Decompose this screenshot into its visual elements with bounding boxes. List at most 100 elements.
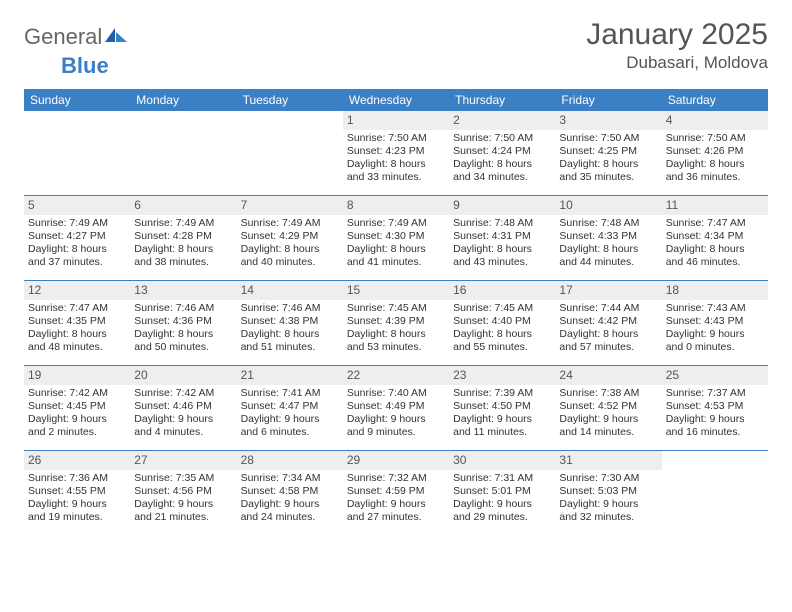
weekday-header: Tuesday — [237, 89, 343, 111]
day-number: 20 — [130, 366, 236, 385]
sunrise-text: Sunrise: 7:35 AM — [134, 472, 232, 485]
daylight-text: Daylight: 8 hours and 36 minutes. — [666, 158, 764, 184]
calendar-day-cell — [24, 111, 130, 195]
sunset-text: Sunset: 4:31 PM — [453, 230, 551, 243]
calendar-week-row: 19Sunrise: 7:42 AMSunset: 4:45 PMDayligh… — [24, 366, 768, 451]
sunrise-text: Sunrise: 7:45 AM — [347, 302, 445, 315]
sunrise-text: Sunrise: 7:43 AM — [666, 302, 764, 315]
daylight-text: Daylight: 9 hours and 6 minutes. — [241, 413, 339, 439]
daylight-text: Daylight: 8 hours and 37 minutes. — [28, 243, 126, 269]
calendar-day-cell: 15Sunrise: 7:45 AMSunset: 4:39 PMDayligh… — [343, 281, 449, 365]
sunrise-text: Sunrise: 7:32 AM — [347, 472, 445, 485]
day-number: 31 — [555, 451, 661, 470]
daylight-text: Daylight: 9 hours and 27 minutes. — [347, 498, 445, 524]
day-number: 23 — [449, 366, 555, 385]
calendar-week-row: 26Sunrise: 7:36 AMSunset: 4:55 PMDayligh… — [24, 451, 768, 535]
calendar-week-row: 5Sunrise: 7:49 AMSunset: 4:27 PMDaylight… — [24, 196, 768, 281]
day-number: 11 — [662, 196, 768, 215]
day-number: 7 — [237, 196, 343, 215]
day-number: 25 — [662, 366, 768, 385]
weekday-header: Wednesday — [343, 89, 449, 111]
brand-part2: Blue — [61, 53, 109, 78]
calendar-day-cell — [130, 111, 236, 195]
calendar-day-cell: 7Sunrise: 7:49 AMSunset: 4:29 PMDaylight… — [237, 196, 343, 280]
sunrise-text: Sunrise: 7:50 AM — [347, 132, 445, 145]
calendar-day-cell: 4Sunrise: 7:50 AMSunset: 4:26 PMDaylight… — [662, 111, 768, 195]
calendar-day-cell: 3Sunrise: 7:50 AMSunset: 4:25 PMDaylight… — [555, 111, 661, 195]
day-number: 5 — [24, 196, 130, 215]
calendar-day-cell: 1Sunrise: 7:50 AMSunset: 4:23 PMDaylight… — [343, 111, 449, 195]
sunrise-text: Sunrise: 7:46 AM — [241, 302, 339, 315]
sunrise-text: Sunrise: 7:39 AM — [453, 387, 551, 400]
sunrise-text: Sunrise: 7:49 AM — [241, 217, 339, 230]
daylight-text: Daylight: 8 hours and 33 minutes. — [347, 158, 445, 184]
daylight-text: Daylight: 9 hours and 14 minutes. — [559, 413, 657, 439]
sunset-text: Sunset: 4:24 PM — [453, 145, 551, 158]
day-number: 9 — [449, 196, 555, 215]
daylight-text: Daylight: 9 hours and 21 minutes. — [134, 498, 232, 524]
calendar-day-cell: 24Sunrise: 7:38 AMSunset: 4:52 PMDayligh… — [555, 366, 661, 450]
sunrise-text: Sunrise: 7:31 AM — [453, 472, 551, 485]
sunrise-text: Sunrise: 7:45 AM — [453, 302, 551, 315]
calendar-day-cell: 2Sunrise: 7:50 AMSunset: 4:24 PMDaylight… — [449, 111, 555, 195]
calendar-week-row: 1Sunrise: 7:50 AMSunset: 4:23 PMDaylight… — [24, 111, 768, 196]
location-subtitle: Dubasari, Moldova — [586, 53, 768, 73]
daylight-text: Daylight: 8 hours and 44 minutes. — [559, 243, 657, 269]
day-number: 30 — [449, 451, 555, 470]
sunset-text: Sunset: 4:38 PM — [241, 315, 339, 328]
sunrise-text: Sunrise: 7:44 AM — [559, 302, 657, 315]
daylight-text: Daylight: 8 hours and 38 minutes. — [134, 243, 232, 269]
day-number: 2 — [449, 111, 555, 130]
sunset-text: Sunset: 5:03 PM — [559, 485, 657, 498]
calendar-day-cell: 25Sunrise: 7:37 AMSunset: 4:53 PMDayligh… — [662, 366, 768, 450]
daylight-text: Daylight: 8 hours and 35 minutes. — [559, 158, 657, 184]
sunrise-text: Sunrise: 7:38 AM — [559, 387, 657, 400]
day-number: 1 — [343, 111, 449, 130]
sunrise-text: Sunrise: 7:48 AM — [453, 217, 551, 230]
calendar-day-cell: 5Sunrise: 7:49 AMSunset: 4:27 PMDaylight… — [24, 196, 130, 280]
day-number: 14 — [237, 281, 343, 300]
day-number: 6 — [130, 196, 236, 215]
sunrise-text: Sunrise: 7:34 AM — [241, 472, 339, 485]
sunrise-text: Sunrise: 7:46 AM — [134, 302, 232, 315]
calendar-day-cell — [662, 451, 768, 535]
day-number: 26 — [24, 451, 130, 470]
daylight-text: Daylight: 8 hours and 41 minutes. — [347, 243, 445, 269]
daylight-text: Daylight: 8 hours and 55 minutes. — [453, 328, 551, 354]
weekday-header: Monday — [130, 89, 236, 111]
sunset-text: Sunset: 5:01 PM — [453, 485, 551, 498]
day-number: 19 — [24, 366, 130, 385]
calendar-day-cell — [237, 111, 343, 195]
calendar-day-cell: 23Sunrise: 7:39 AMSunset: 4:50 PMDayligh… — [449, 366, 555, 450]
sunset-text: Sunset: 4:25 PM — [559, 145, 657, 158]
sunset-text: Sunset: 4:58 PM — [241, 485, 339, 498]
sunset-text: Sunset: 4:55 PM — [28, 485, 126, 498]
sunrise-text: Sunrise: 7:49 AM — [134, 217, 232, 230]
calendar-day-cell: 27Sunrise: 7:35 AMSunset: 4:56 PMDayligh… — [130, 451, 236, 535]
calendar-day-cell: 12Sunrise: 7:47 AMSunset: 4:35 PMDayligh… — [24, 281, 130, 365]
day-number: 13 — [130, 281, 236, 300]
calendar-week-row: 12Sunrise: 7:47 AMSunset: 4:35 PMDayligh… — [24, 281, 768, 366]
sunset-text: Sunset: 4:42 PM — [559, 315, 657, 328]
calendar-day-cell: 31Sunrise: 7:30 AMSunset: 5:03 PMDayligh… — [555, 451, 661, 535]
calendar-day-cell: 21Sunrise: 7:41 AMSunset: 4:47 PMDayligh… — [237, 366, 343, 450]
sunset-text: Sunset: 4:52 PM — [559, 400, 657, 413]
sunrise-text: Sunrise: 7:49 AM — [28, 217, 126, 230]
sunset-text: Sunset: 4:59 PM — [347, 485, 445, 498]
daylight-text: Daylight: 9 hours and 2 minutes. — [28, 413, 126, 439]
daylight-text: Daylight: 9 hours and 9 minutes. — [347, 413, 445, 439]
sunset-text: Sunset: 4:26 PM — [666, 145, 764, 158]
sunset-text: Sunset: 4:45 PM — [28, 400, 126, 413]
daylight-text: Daylight: 9 hours and 11 minutes. — [453, 413, 551, 439]
month-title: January 2025 — [586, 18, 768, 52]
daylight-text: Daylight: 9 hours and 19 minutes. — [28, 498, 126, 524]
calendar-day-cell: 14Sunrise: 7:46 AMSunset: 4:38 PMDayligh… — [237, 281, 343, 365]
calendar-day-cell: 13Sunrise: 7:46 AMSunset: 4:36 PMDayligh… — [130, 281, 236, 365]
calendar-day-cell: 26Sunrise: 7:36 AMSunset: 4:55 PMDayligh… — [24, 451, 130, 535]
daylight-text: Daylight: 9 hours and 4 minutes. — [134, 413, 232, 439]
sunrise-text: Sunrise: 7:37 AM — [666, 387, 764, 400]
sunrise-text: Sunrise: 7:50 AM — [666, 132, 764, 145]
sunrise-text: Sunrise: 7:47 AM — [28, 302, 126, 315]
calendar-day-cell: 30Sunrise: 7:31 AMSunset: 5:01 PMDayligh… — [449, 451, 555, 535]
sunset-text: Sunset: 4:53 PM — [666, 400, 764, 413]
